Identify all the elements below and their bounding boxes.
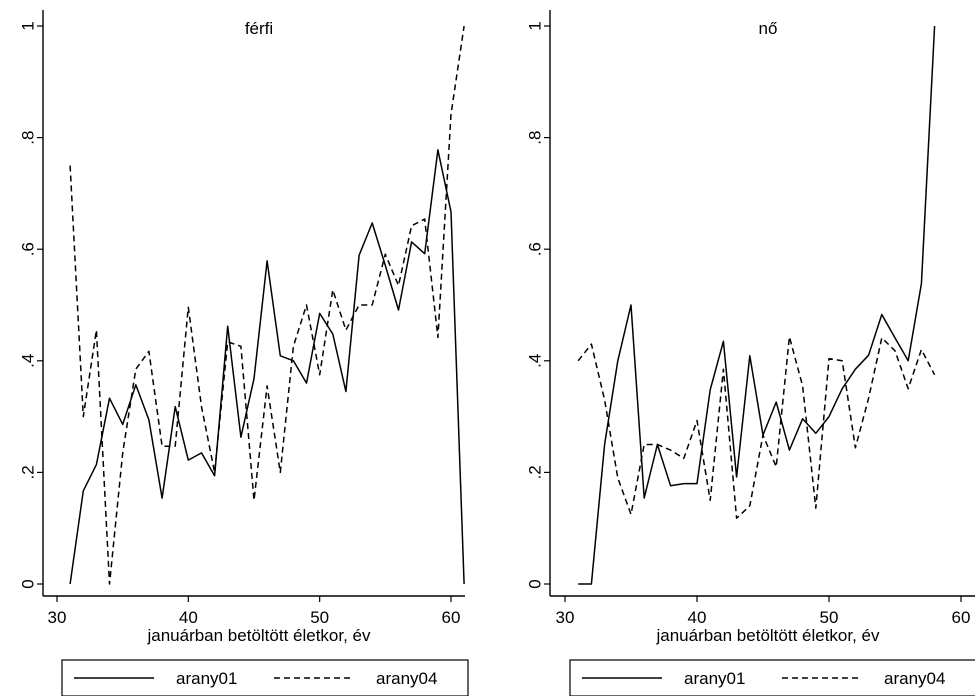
x-tick-label: 50 [820, 608, 839, 627]
y-tick-label: .8 [18, 131, 37, 145]
y-tick-label: .2 [18, 465, 37, 479]
x-tick-label: 60 [952, 608, 971, 627]
x-tick-label: 30 [556, 608, 575, 627]
y-tick-label: .8 [525, 131, 544, 145]
y-tick-label: .4 [525, 354, 544, 368]
y-tick-label: .6 [525, 242, 544, 256]
y-tick-label: 0 [525, 579, 544, 588]
x-tick-label: 40 [688, 608, 707, 627]
x-tick-label: 50 [310, 608, 329, 627]
series-line-arany01 [578, 25, 936, 585]
x-axis-label: januárban betöltött életkor, év [655, 626, 880, 645]
chart-title: nő [759, 19, 778, 38]
x-tick-label: 60 [442, 608, 461, 627]
legend-label-arany01: arany01 [176, 669, 237, 688]
y-tick-label: .6 [18, 242, 37, 256]
legend-label-arany01: arany01 [684, 669, 745, 688]
y-tick-label: 1 [18, 21, 37, 30]
x-axis-label: januárban betöltött életkor, év [146, 626, 371, 645]
x-tick-label: 40 [179, 608, 198, 627]
panel-1: 0 .2 .4 .6 .8 1 30 40 50 60 januárban betöltött él… [18, 10, 469, 696]
legend-label-arany04: arany04 [884, 669, 945, 688]
y-tick-label: .2 [525, 465, 544, 479]
x-tick-label: 30 [48, 608, 67, 627]
series-line-arany01 [69, 149, 465, 585]
legend-label-arany04: arany04 [376, 669, 437, 688]
chart-title: férfi [245, 19, 273, 38]
series-line-arany04 [69, 25, 465, 585]
y-tick-label: 0 [18, 579, 37, 588]
y-tick-label: 1 [525, 21, 544, 30]
panel-2: 0 .2 .4 .6 .8 1 30 40 50 60 januárban betöltött él… [525, 10, 975, 696]
y-tick-label: .4 [18, 354, 37, 368]
series-line-arany04 [577, 336, 936, 519]
